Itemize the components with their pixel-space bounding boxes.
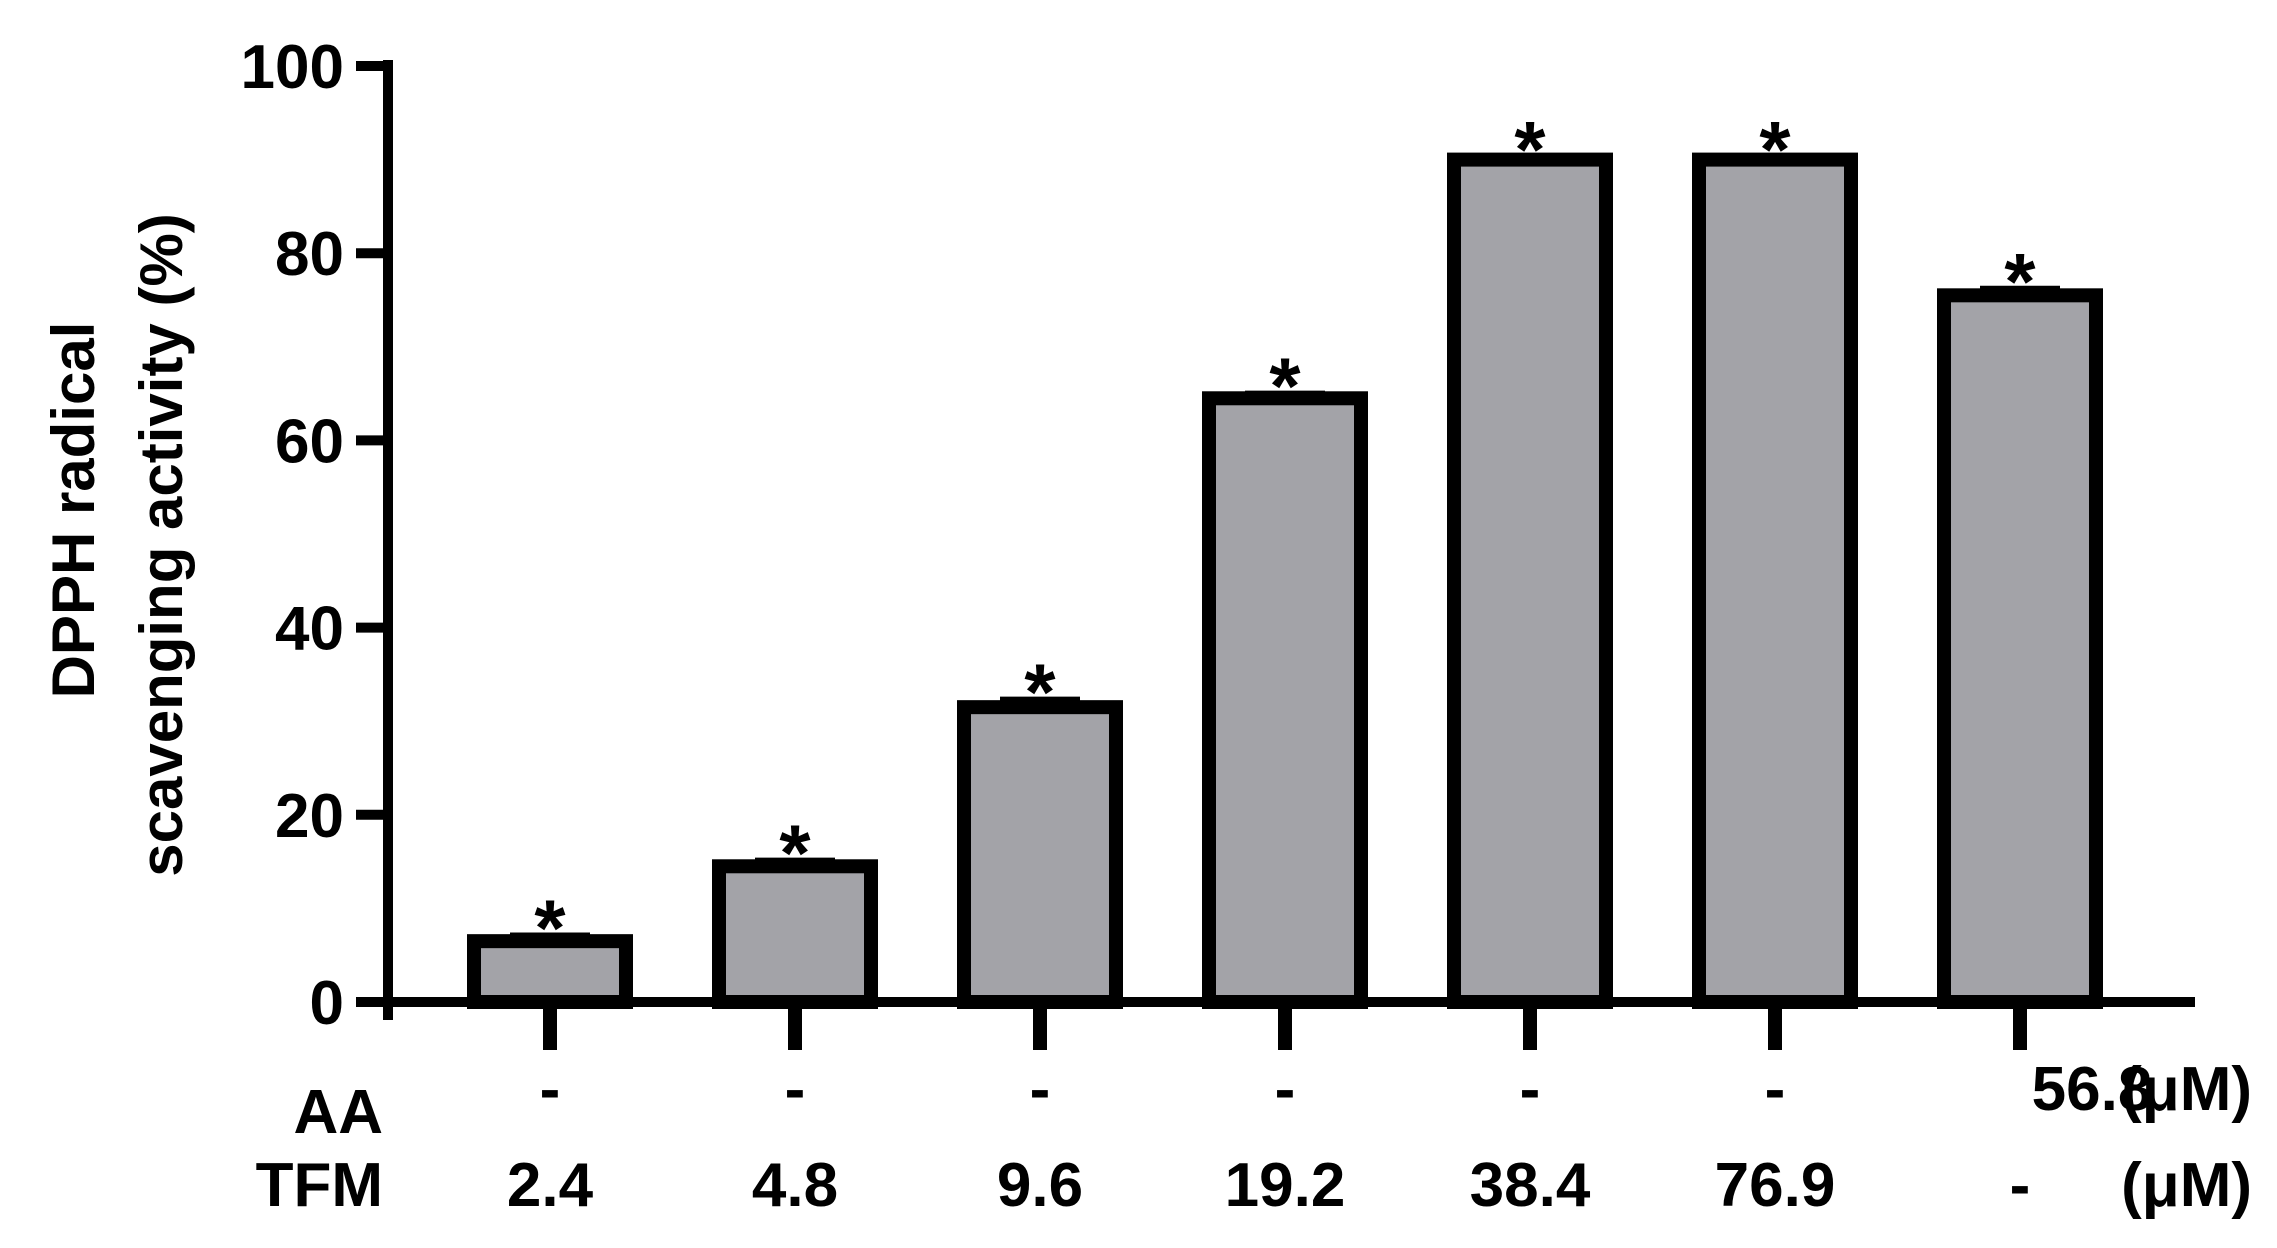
significance-marker: * — [1514, 105, 1546, 194]
x-label-aa: - — [1520, 1055, 1541, 1124]
significance-marker: * — [1759, 105, 1791, 194]
y-axis-label-line1: DPPH radical — [40, 322, 107, 699]
x-label-aa: - — [1765, 1055, 1786, 1124]
row-label-aa: AA — [293, 1078, 383, 1147]
y-axis-label: DPPH radical scavenging activity (%) — [40, 213, 195, 877]
y-axis-label-line2: scavenging activity (%) — [128, 213, 195, 877]
y-tick-label: 20 — [275, 782, 344, 851]
significance-marker: * — [779, 809, 811, 898]
x-label-tfm: - — [2010, 1151, 2031, 1220]
x-label-tfm: 76.9 — [1715, 1151, 1836, 1220]
unit-label-tfm: (μM) — [2121, 1151, 2252, 1220]
x-label-tfm: 2.4 — [507, 1151, 594, 1220]
x-label-aa: - — [540, 1055, 561, 1124]
unit-label-aa: (μM) — [2121, 1055, 2252, 1124]
y-tick-label: 80 — [275, 220, 344, 289]
x-label-tfm: 38.4 — [1470, 1151, 1591, 1220]
x-label-tfm: 4.8 — [752, 1151, 838, 1220]
bar — [712, 859, 878, 1010]
bar — [1937, 288, 2103, 1009]
x-label-tfm: 9.6 — [997, 1151, 1083, 1220]
y-tick-label: 100 — [241, 33, 344, 102]
significance-marker: * — [534, 884, 566, 973]
y-tick-label: 40 — [275, 595, 344, 664]
y-axis: 0 20 40 60 80 100 — [241, 33, 393, 1038]
bar — [1447, 152, 1613, 1010]
significance-marker: * — [1024, 648, 1056, 737]
x-category-labels: AA TFM (μM) (μM) - 2.4 - 4.8 - 9.6 - 19.2 - 38.4 -… — [256, 1055, 2252, 1220]
row-label-tfm: TFM — [256, 1151, 383, 1220]
x-label-aa: - — [785, 1055, 806, 1124]
x-label-aa: - — [1030, 1055, 1051, 1124]
bar — [957, 700, 1123, 1009]
x-label-tfm: 19.2 — [1225, 1151, 1346, 1220]
y-tick-label: 60 — [275, 407, 344, 476]
significance-marker: * — [1269, 342, 1301, 431]
x-label-aa: - — [1275, 1055, 1296, 1124]
x-axis — [382, 997, 2195, 1050]
y-tick-label: 0 — [310, 969, 344, 1038]
bar — [1692, 152, 1858, 1010]
x-label-aa: 56.8 — [2032, 1055, 2153, 1124]
bar — [1202, 391, 1368, 1009]
significance-marker: * — [2004, 237, 2036, 326]
